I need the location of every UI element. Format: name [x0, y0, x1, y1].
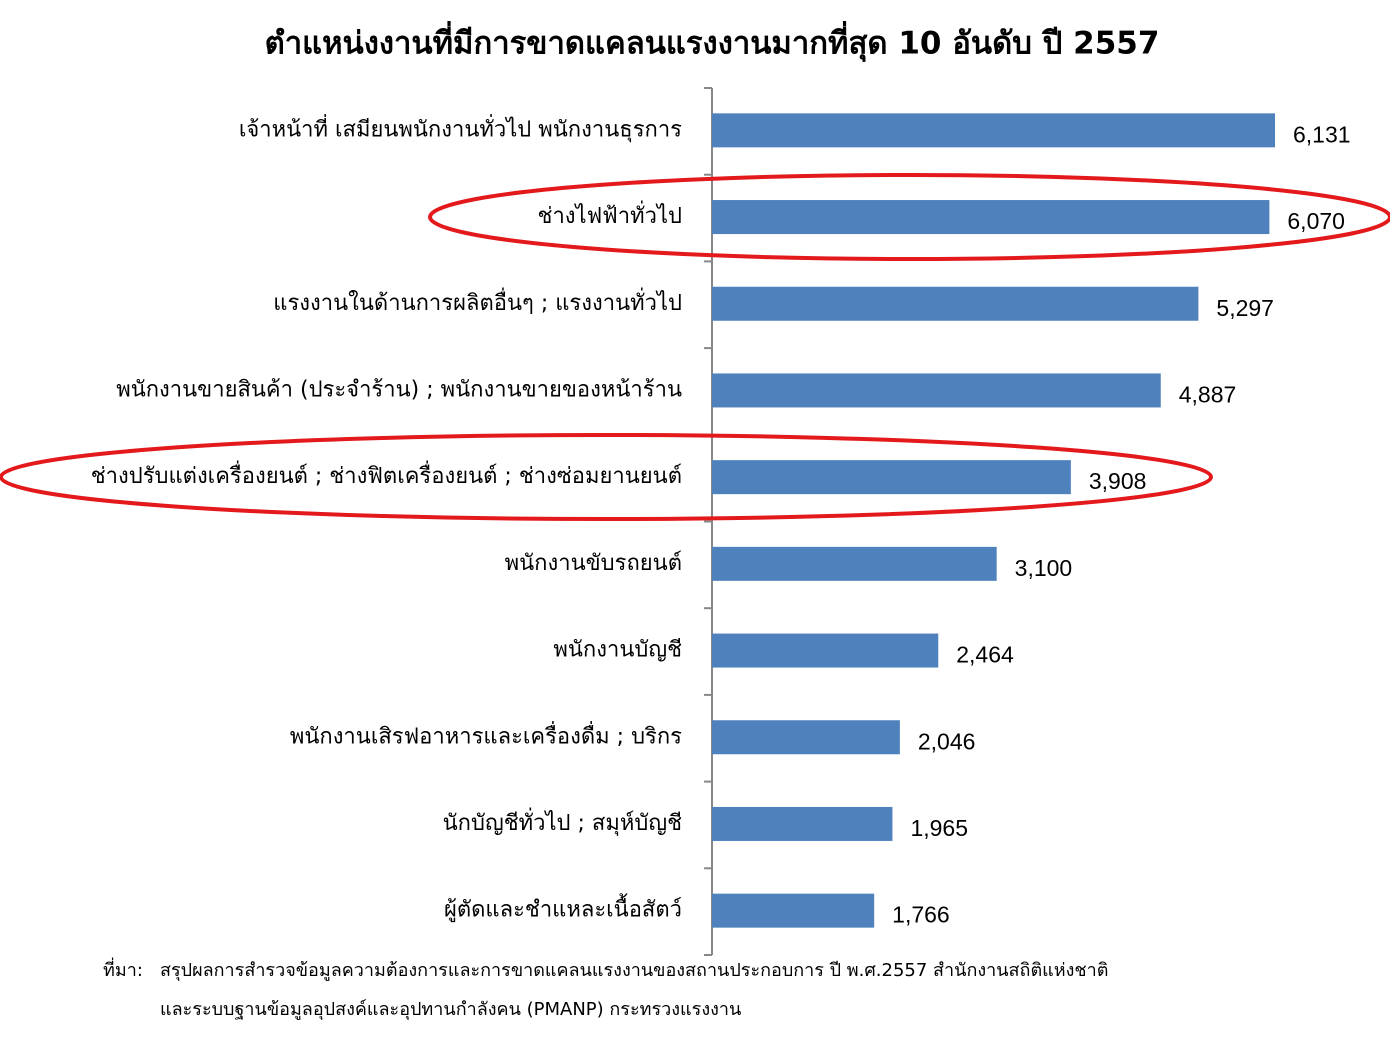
value-label: 6,131	[1293, 121, 1351, 147]
bar	[712, 373, 1161, 408]
value-label: 3,908	[1089, 468, 1147, 494]
category-label: นักบัญชีทั่วไป ; สมุห์บัญชี	[443, 807, 682, 836]
value-label: 2,046	[918, 728, 976, 754]
category-label: พนักงานขายสินค้า (ประจำร้าน) ; พนักงานขา…	[116, 377, 682, 402]
source-label: ที่มา:	[103, 957, 143, 981]
value-label: 3,100	[1015, 555, 1073, 581]
category-label: ช่างไฟฟ้าทั่วไป	[538, 200, 682, 229]
source-line: และระบบฐานข้อมูลอุปสงค์และอุปทานกำลังคน …	[160, 999, 741, 1020]
bar	[712, 720, 900, 755]
category-label: เจ้าหน้าที่ เสมียนพนักงานทั่วไป พนักงานธ…	[239, 113, 682, 142]
bar	[712, 460, 1071, 495]
category-label: ผู้ตัดและชำแหละเนื้อสัตว์	[444, 894, 682, 923]
source-line: สรุปผลการสำรวจข้อมูลความต้องการและการขาด…	[160, 960, 1108, 981]
value-label: 6,070	[1287, 208, 1345, 234]
chart-title: ตำแหน่งงานที่มีการขาดแคลนแรงงานมากที่สุด…	[265, 21, 1160, 63]
category-label: แรงงานในด้านการผลิตอื่นๆ ; แรงงานทั่วไป	[273, 287, 682, 316]
highlight-ellipse	[0, 433, 1213, 521]
bar	[712, 893, 875, 928]
bar	[712, 113, 1275, 148]
value-label: 1,766	[892, 902, 950, 928]
bar	[712, 286, 1199, 321]
value-label: 5,297	[1216, 295, 1274, 321]
highlight-ellipse	[428, 173, 1390, 261]
bar	[712, 633, 939, 668]
bar	[712, 200, 1270, 235]
value-label: 4,887	[1179, 382, 1237, 408]
category-label: พนักงานบัญชี	[553, 638, 682, 663]
value-label: 2,464	[956, 642, 1014, 668]
bar	[712, 546, 997, 581]
category-label: พนักงานขับรถยนต์	[505, 551, 682, 576]
value-label: 1,965	[910, 815, 968, 841]
category-label: ช่างปรับแต่งเครื่องยนต์ ; ช่างฟิตเครื่อง…	[91, 460, 682, 489]
category-label: พนักงานเสิรฟอาหารและเครื่องดื่ม ; บริกร	[290, 720, 682, 749]
bar	[712, 806, 893, 841]
